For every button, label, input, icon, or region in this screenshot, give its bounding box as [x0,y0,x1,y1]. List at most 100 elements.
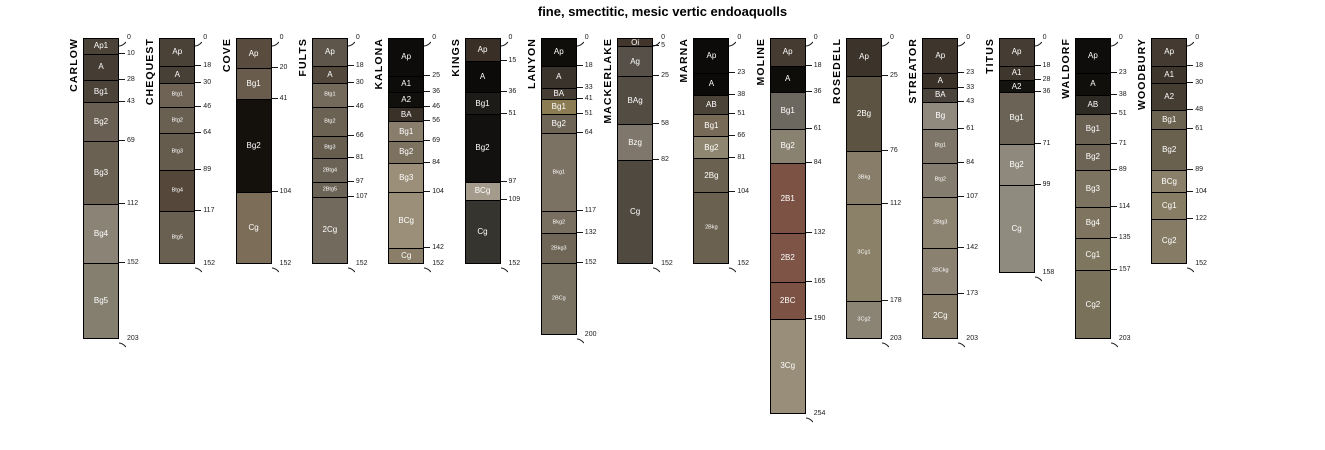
depth-tick [119,52,125,54]
depth-tick [729,113,736,115]
horizon-block: Ap [389,39,424,76]
horizon-label: A [1090,79,1096,89]
horizon-label: Bg3 [399,172,414,182]
depth-tick-label: 71 [1118,139,1127,147]
depth-axis-top-hook [1187,34,1195,52]
depth-tick [958,127,965,129]
horizon-label: Bg2 [93,116,109,126]
depth-axis-top-hook [271,34,279,52]
horizon-label: Ap1 [93,41,109,51]
depth-tick-label: 114 [1118,202,1131,210]
horizon-label: 2Btg4 [322,166,338,173]
depth-tick-label: 152 [584,258,597,266]
depth-tick-label: 0 [966,34,971,41]
depth-tick-label: 0 [890,34,894,41]
depth-tick-label: 112 [890,199,902,207]
depth-tick-label: 61 [966,124,975,132]
depth-axis-top-hook [347,34,356,52]
horizon-block: Bg2 [541,114,576,134]
depth-tick [1187,108,1194,110]
depth-tick [1034,79,1041,81]
depth-tick-label: 152 [1195,259,1207,267]
depth-tick [119,101,125,103]
depth-tick-label: 23 [1118,68,1127,76]
horizon-label: 3Cg1 [857,249,871,256]
horizon-block: BAg [618,75,653,125]
horizon-label: Bkg1 [552,169,566,176]
depth-tick [653,45,660,47]
depth-tick-label: 64 [584,129,593,137]
horizon-block: Bzg [618,124,653,160]
horizon-block: 2Bkg [694,192,729,263]
depth-tick [271,191,278,193]
depth-axis-bottom-hook [958,335,966,353]
depth-tick-label: 43 [127,98,135,106]
depth-axis-top-hook [195,34,203,52]
depth-tick [958,86,965,88]
horizon-label: Cg [248,223,259,233]
horizon-label: Oi [631,37,640,47]
horizon-block: Bg1 [389,121,424,141]
chart-title: fine, smectitic, mesic vertic endoaquoll… [537,4,788,19]
depth-tick [1187,127,1194,129]
depth-tick [805,161,812,163]
horizon-block: Cg [389,248,424,263]
depth-tick-label: 203 [966,334,978,342]
horizon-label: 2Bkg [705,224,718,231]
horizon-label: Bg1 [246,79,261,89]
depth-tick [500,180,507,182]
horizon-block: A2 [999,80,1034,93]
depth-tick [1110,113,1117,115]
horizon-label: 2B2 [780,253,795,263]
horizon-block: 2B2 [770,233,805,283]
depth-tick [1187,82,1194,84]
horizon-block: 2Btg4 [312,158,347,182]
depth-tick [347,64,354,66]
depth-tick [805,64,812,66]
profile-name: CHEQUEST [144,38,157,106]
horizon-block: A [923,72,958,88]
horizon-label: A2 [1164,91,1175,101]
depth-tick-label: 152 [203,259,215,267]
horizon-label: Btg1 [324,91,336,98]
depth-tick [1187,191,1194,193]
depth-tick-label: 64 [203,129,212,137]
horizon-label: BCg [474,186,491,196]
horizon-block: Ap [465,39,500,62]
horizon-label: Btg2 [171,116,183,123]
depth-tick-label: 25 [890,71,898,79]
depth-tick-label: 152 [661,259,673,267]
horizon-label: Bkg2 [552,219,566,226]
depth-tick-label: 46 [203,102,212,110]
horizon-label: Bzg [628,137,642,147]
depth-axis-bottom-hook [195,260,203,278]
horizon-block: Btg1 [160,83,195,107]
depth-tick [576,132,583,134]
depth-tick [424,247,431,249]
depth-tick-label: 178 [890,297,902,305]
depth-tick [653,74,660,76]
horizon-block: 2BCkg [923,248,958,294]
horizon-label: Ap [248,48,259,58]
horizon-label: BCg [398,215,414,225]
horizon-label: Bg2 [780,141,795,151]
depth-axis-bottom-hook [805,410,814,428]
depth-tick [347,180,354,182]
depth-tick-label: 142 [432,244,444,252]
profile-name: COVE [220,38,233,73]
depth-tick-label: 97 [508,177,517,185]
depth-tick [119,79,125,81]
depth-axis-top-hook [576,34,585,52]
depth-tick-label: 132 [813,229,826,237]
profile-column: Ap 2Bg 3Bkg 3Cg1 3Cg2 [846,38,882,339]
depth-tick-label: 69 [127,136,135,144]
profile-column: Ap A Btg1 Btg2 Btg3 2Btg4 2Btg5 2Cg [311,38,348,264]
depth-tick-label: 117 [203,207,215,215]
horizon-label: 2Btg5 [322,185,338,192]
depth-tick [424,74,431,76]
depth-tick-label: 36 [432,88,440,96]
horizon-block: 2Bg [847,75,881,151]
depth-tick-label: 89 [1118,166,1127,174]
depth-tick-label: 28 [1042,76,1051,84]
depth-tick-label: 107 [966,192,978,200]
